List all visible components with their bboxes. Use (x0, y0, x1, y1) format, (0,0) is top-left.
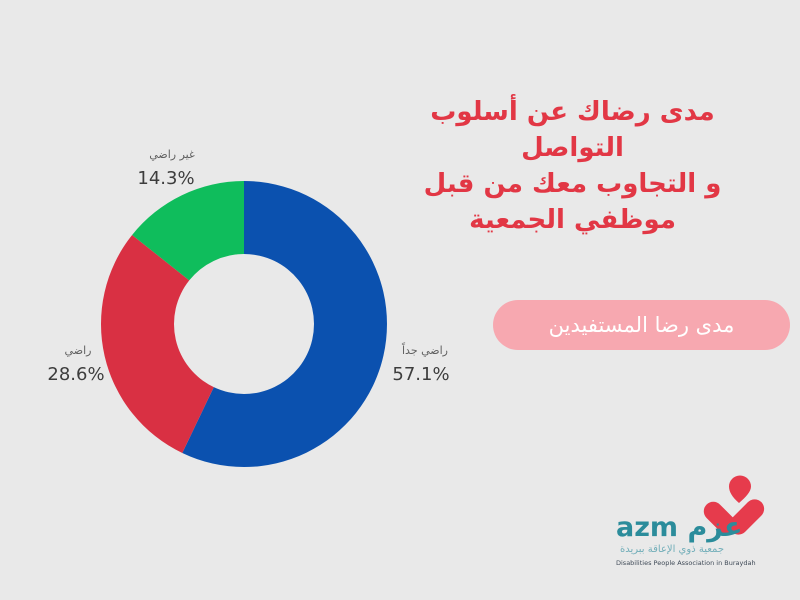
slice-label-satisfied: راضي (64, 344, 92, 357)
donut-slice-2 (132, 181, 244, 281)
donut-chart-svg (100, 181, 387, 468)
chart-title: مدى رضاك عن أسلوب التواصل و التجاوب معك … (385, 94, 760, 238)
chart-title-line-1: مدى رضاك عن أسلوب التواصل (430, 97, 715, 163)
beneficiary-satisfaction-badge: مدى رضا المستفيدين (493, 300, 790, 350)
azm-logo: azm عزم جمعية ذوي الإعاقة ببريدة Disabil… (612, 470, 772, 575)
donut-chart (94, 174, 394, 474)
heart-check-icon (703, 475, 765, 535)
slice-label-not-satisfied: غير راضي (149, 148, 195, 161)
logo-tagline-english: Disabilities People Association in Buray… (616, 559, 756, 567)
chart-title-line-2: و التجاوب معك من قبل (423, 169, 722, 199)
azm-brand-text: azm عزم (616, 512, 743, 543)
logo-tagline-arabic: جمعية ذوي الإعاقة ببريدة (619, 544, 725, 555)
donut-slice-0 (182, 181, 387, 468)
slice-pct-satisfied: 28.6% (47, 364, 105, 385)
slice-pct-very-satisfied: 57.1% (392, 364, 450, 385)
slice-pct-not-satisfied: 14.3% (137, 168, 195, 189)
badge-label: مدى رضا المستفيدين (548, 313, 735, 337)
slice-label-very-satisfied: راضي جداً (401, 344, 449, 357)
donut-slice-1 (100, 234, 214, 454)
chart-title-line-3: موظفي الجمعية (469, 205, 676, 235)
